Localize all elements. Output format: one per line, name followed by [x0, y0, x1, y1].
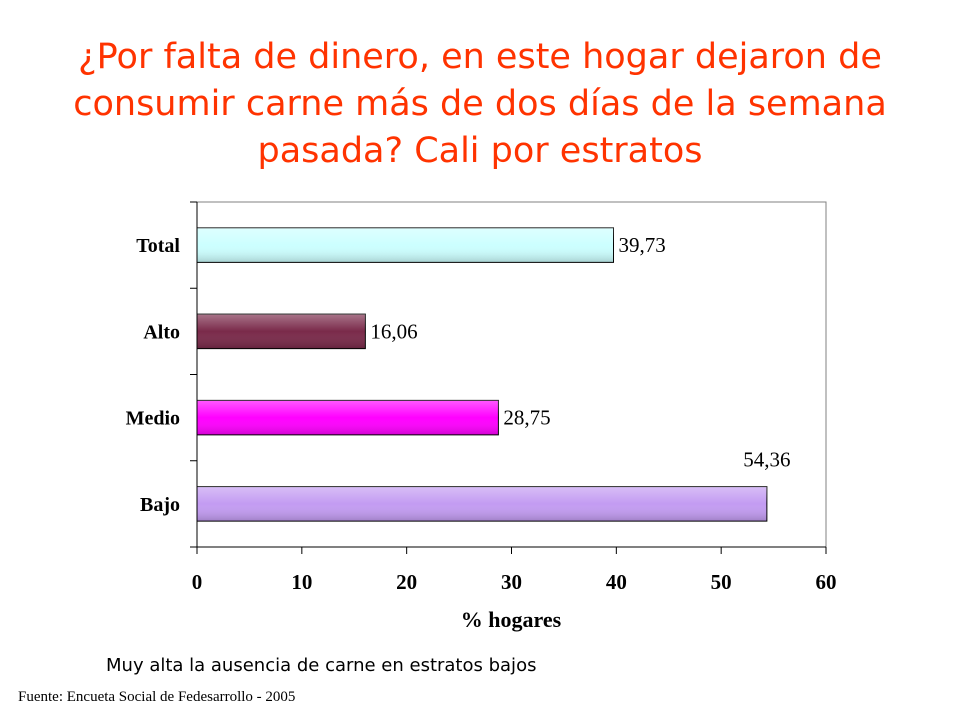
value-label-medio: 28,75: [503, 406, 550, 430]
category-label-total: Total: [136, 235, 180, 257]
x-tick-label-20: 20: [396, 570, 417, 594]
category-label-medio: Medio: [126, 408, 180, 430]
bar-shade-alto: [197, 314, 366, 349]
title-line-1: ¿Por falta de dinero, en este hogar deja…: [78, 37, 882, 77]
category-label-bajo: Bajo: [140, 494, 180, 516]
value-label-alto: 16,06: [370, 319, 417, 343]
title-line-2: consumir carne más de dos días de la sem…: [73, 84, 887, 124]
category-label-alto: Alto: [143, 321, 180, 343]
x-tick-label-10: 10: [291, 570, 312, 594]
x-axis-label: % hogares: [461, 607, 562, 632]
caption: Muy alta la ausencia de carne en estrato…: [106, 655, 537, 676]
value-label-bajo: 54,36: [743, 448, 790, 472]
title-line-3: pasada? Cali por estratos: [257, 131, 703, 171]
value-label-total: 39,73: [619, 233, 666, 257]
x-tick-label-30: 30: [501, 570, 522, 594]
x-tick-label-40: 40: [606, 570, 627, 594]
x-tick-label-60: 60: [816, 570, 837, 594]
bar-shade-medio: [197, 400, 499, 435]
x-tick-label-0: 0: [192, 570, 203, 594]
x-tick-label-50: 50: [711, 570, 732, 594]
bar-shade-total: [197, 227, 614, 263]
source-note: Fuente: Encueta Social de Fedesarrollo -…: [18, 689, 296, 705]
bar-shade-bajo: [197, 486, 767, 522]
slide-title: ¿Por falta de dinero, en este hogar deja…: [20, 34, 940, 175]
